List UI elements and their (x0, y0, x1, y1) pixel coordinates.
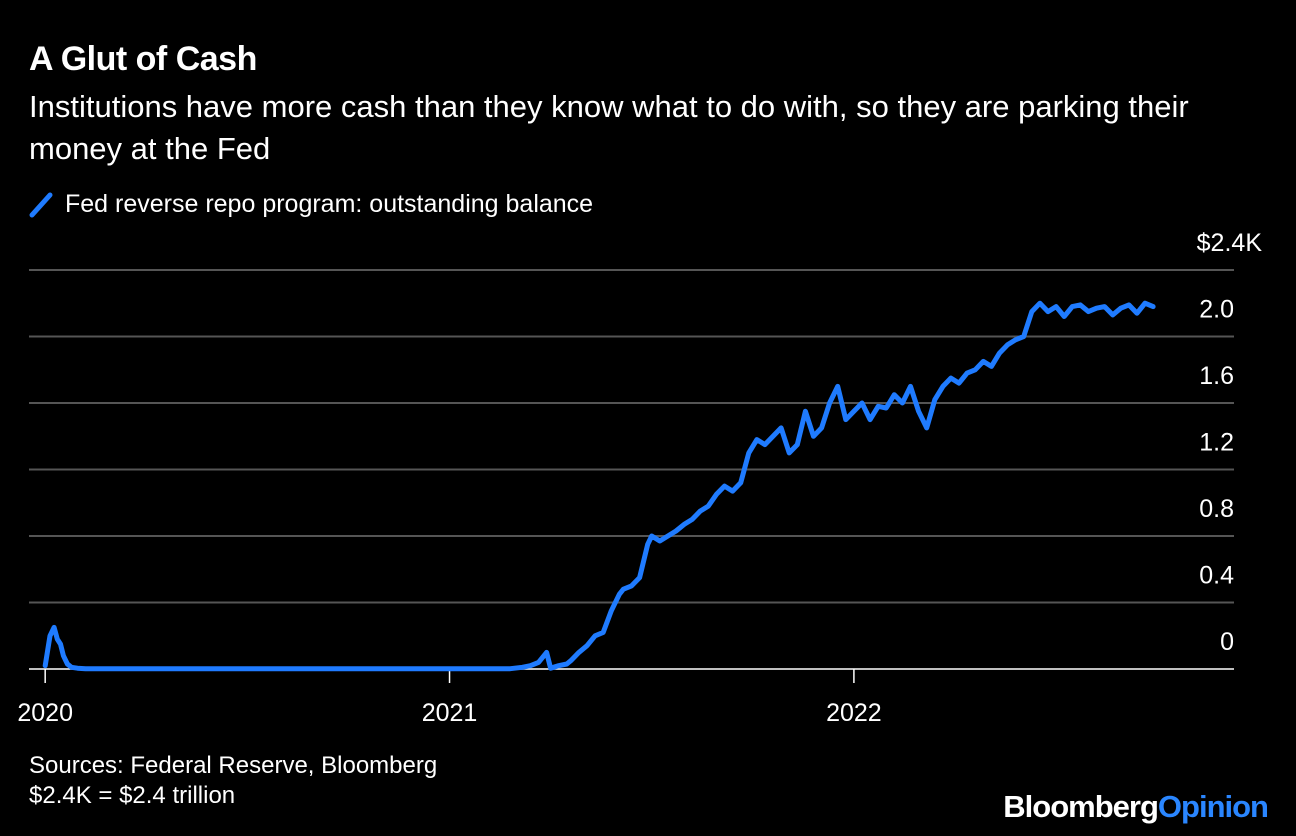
y-tick-label: 0 (1220, 628, 1234, 656)
legend-label: Fed reverse repo program: outstanding ba… (65, 190, 594, 218)
gridlines (29, 269, 1234, 670)
y-axis-labels: 0 0.4 0.8 1.2 1.6 2.0 $2.4K (1197, 229, 1263, 656)
y-tick-label: 0.8 (1199, 495, 1234, 523)
legend-line-icon (29, 192, 53, 217)
brand-part1: Bloomberg (1003, 789, 1159, 824)
y-tick-label: 1.2 (1199, 429, 1234, 457)
chart-subtitle: Institutions have more cash than they kn… (29, 89, 1189, 166)
y-tick-label: 2.0 (1199, 296, 1234, 324)
brand-logo: BloombergOpinion (1003, 789, 1269, 825)
x-tick-label: 2021 (422, 699, 478, 727)
unit-note: $2.4K = $2.4 trillion (29, 782, 236, 809)
series-group (42, 300, 1156, 672)
x-tick-label: 2022 (826, 699, 882, 727)
footer-notes: Sources: Federal Reserve, Bloomberg $2.4… (29, 751, 437, 811)
sources-text: Sources: Federal Reserve, Bloomberg (29, 752, 438, 779)
chart-title: A Glut of Cash (29, 40, 257, 78)
y-top-label: $2.4K (1197, 229, 1263, 257)
x-tick-label: 2020 (17, 699, 73, 727)
x-axis-labels: 2020 2021 2022 (17, 699, 881, 727)
x-axis-ticks (44, 669, 855, 683)
y-tick-label: 1.6 (1199, 362, 1234, 390)
y-tick-label: 0.4 (1199, 562, 1234, 590)
series-line-reverse-repo (42, 300, 1156, 672)
legend: Fed reverse repo program: outstanding ba… (29, 190, 593, 219)
brand-part2: Opinion (1157, 789, 1269, 824)
